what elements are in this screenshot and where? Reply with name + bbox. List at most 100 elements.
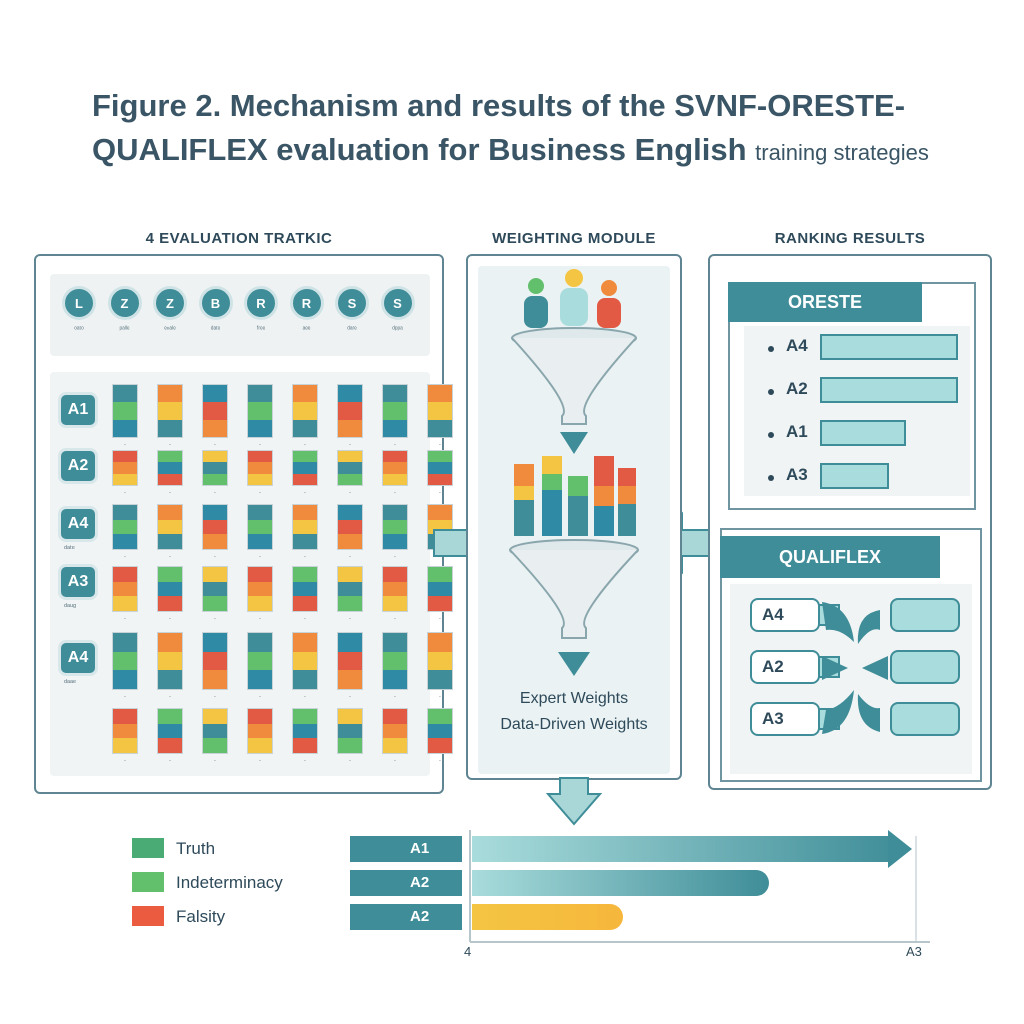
matrix-cell-segment bbox=[383, 451, 407, 463]
matrix-cell-segment bbox=[293, 596, 317, 611]
matrix-cell bbox=[292, 450, 318, 486]
matrix-cell bbox=[292, 566, 318, 612]
qualiflex-left-pill: A2 bbox=[750, 650, 820, 684]
matrix-cell-segment bbox=[383, 633, 407, 652]
matrix-cell-tick: · bbox=[303, 756, 307, 765]
matrix-cell-segment bbox=[158, 419, 182, 437]
title-tail-text: training strategies bbox=[755, 140, 929, 165]
axis-left-label: 4 bbox=[464, 944, 472, 959]
matrix-cell-tick: · bbox=[303, 692, 307, 701]
matrix-cell-segment bbox=[158, 709, 182, 724]
down-arrow-1 bbox=[560, 432, 588, 454]
matrix-cell-segment bbox=[248, 633, 272, 652]
matrix-cell-segment bbox=[338, 651, 362, 671]
matrix-cell-tick: · bbox=[393, 488, 397, 497]
matrix-cell-segment bbox=[428, 451, 452, 463]
qualiflex-connectors bbox=[822, 602, 888, 734]
matrix-cell-segment bbox=[248, 534, 272, 549]
matrix-cell-segment bbox=[248, 473, 272, 485]
criterion-label: ᶠʳᵉᵉ bbox=[256, 326, 266, 333]
matrix-cell-tick: · bbox=[168, 756, 172, 765]
matrix-cell bbox=[157, 566, 183, 612]
matrix-cell-segment bbox=[248, 402, 272, 420]
matrix-cell-segment bbox=[158, 385, 182, 403]
criterion-label: ᵃᵉᵉ bbox=[302, 326, 311, 333]
matrix-cell-segment bbox=[158, 567, 182, 582]
matrix-cell-segment bbox=[383, 581, 407, 597]
matrix-cell bbox=[112, 632, 138, 690]
matrix-cell-tick: · bbox=[168, 488, 172, 497]
matrix-cell bbox=[157, 504, 183, 550]
matrix-cell-segment bbox=[428, 651, 452, 671]
matrix-cell bbox=[247, 384, 273, 438]
matrix-cell bbox=[247, 504, 273, 550]
matrix-cell-segment bbox=[293, 402, 317, 420]
matrix-cell-segment bbox=[428, 419, 452, 437]
matrix-cell-segment bbox=[158, 534, 182, 549]
matrix-cell-segment bbox=[428, 596, 452, 611]
matrix-cell bbox=[427, 708, 453, 754]
figure-title: Figure 2. Mechanism and results of the S… bbox=[92, 84, 972, 175]
funnel-diagram bbox=[509, 269, 639, 676]
matrix-cell-segment bbox=[248, 596, 272, 611]
matrix-cell-segment bbox=[383, 519, 407, 535]
matrix-cell-segment bbox=[248, 385, 272, 403]
matrix-cell bbox=[382, 384, 408, 438]
matrix-cell-tick: · bbox=[123, 440, 127, 449]
criterion-label: ᵉⁿᵃˡᵉ bbox=[164, 326, 176, 333]
matrix-cell-tick: · bbox=[258, 552, 262, 561]
final-rank-bar bbox=[472, 870, 769, 896]
matrix-cell-segment bbox=[248, 419, 272, 437]
matrix-cell-tick: · bbox=[258, 440, 262, 449]
matrix-cell bbox=[112, 504, 138, 550]
matrix-cell-tick: · bbox=[438, 692, 442, 701]
matrix-cell bbox=[382, 632, 408, 690]
matrix-cell-segment bbox=[248, 670, 272, 689]
matrix-cell-tick: · bbox=[348, 692, 352, 701]
matrix-cell-segment bbox=[248, 505, 272, 520]
matrix-cell-tick: · bbox=[393, 614, 397, 623]
matrix-cell-segment bbox=[203, 723, 227, 739]
matrix-cell-tick: · bbox=[303, 488, 307, 497]
matrix-cell-segment bbox=[248, 567, 272, 582]
rank-bullet bbox=[768, 432, 774, 438]
matrix-cell-tick: · bbox=[258, 488, 262, 497]
matrix-cell-segment bbox=[158, 519, 182, 535]
matrix-cell-segment bbox=[428, 723, 452, 739]
matrix-cell-segment bbox=[158, 633, 182, 652]
matrix-cell-segment bbox=[293, 451, 317, 463]
matrix-cell-segment bbox=[383, 534, 407, 549]
matrix-cell-segment bbox=[158, 451, 182, 463]
oreste-bar bbox=[820, 377, 958, 403]
matrix-cell bbox=[202, 504, 228, 550]
matrix-cell-segment bbox=[113, 633, 137, 652]
matrix-cell-segment bbox=[248, 462, 272, 474]
criterion-icon: Z bbox=[153, 286, 187, 320]
final-rank-label-box bbox=[350, 904, 462, 930]
title-main-text: Figure 2. Mechanism and results of the S… bbox=[92, 88, 906, 167]
matrix-cell bbox=[202, 450, 228, 486]
alternative-badge: A4 bbox=[58, 640, 98, 676]
criterion-icon: B bbox=[198, 286, 233, 320]
matrix-cell-segment bbox=[293, 709, 317, 724]
matrix-cell-segment bbox=[158, 462, 182, 474]
matrix-cell-segment bbox=[428, 473, 452, 485]
matrix-cell-segment bbox=[113, 451, 137, 463]
matrix-cell-segment bbox=[428, 633, 452, 652]
matrix-cell-segment bbox=[113, 519, 137, 535]
matrix-heading: 4 EVALUATION TRATKIC bbox=[145, 230, 333, 247]
criterion-icon: Z bbox=[107, 286, 142, 320]
matrix-cell-segment bbox=[338, 402, 362, 420]
matrix-cell bbox=[292, 504, 318, 550]
criterion-icon: R bbox=[289, 286, 324, 320]
matrix-cell-segment bbox=[428, 670, 452, 689]
matrix-cell-segment bbox=[293, 419, 317, 437]
matrix-cell bbox=[202, 384, 228, 438]
matrix-cell-tick: · bbox=[123, 552, 127, 561]
matrix-cell-segment bbox=[158, 505, 182, 520]
matrix-cell-segment bbox=[293, 670, 317, 689]
matrix-cell-tick: · bbox=[168, 440, 172, 449]
matrix-cell bbox=[247, 450, 273, 486]
matrix-cell-segment bbox=[428, 567, 452, 582]
matrix-cell bbox=[112, 566, 138, 612]
